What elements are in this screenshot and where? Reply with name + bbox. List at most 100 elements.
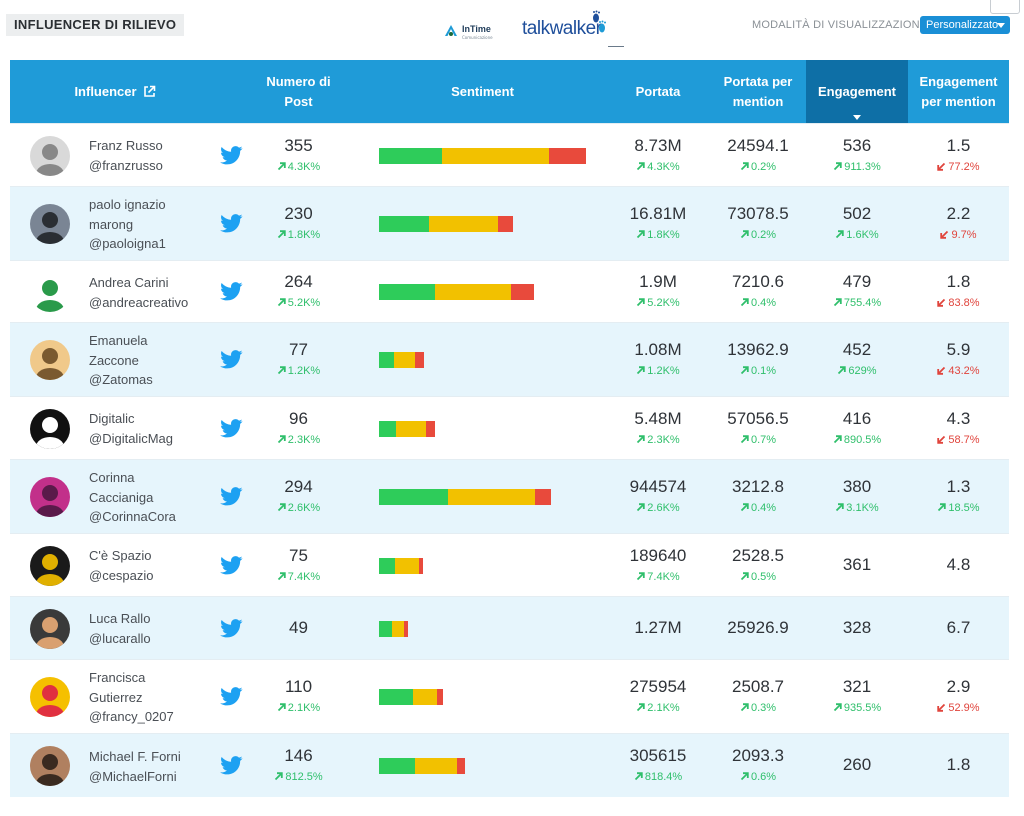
table-row[interactable]: C'è Spazio @cespazio 75 7.4K% 189640 7.4K% 252… [10, 533, 1009, 596]
influencer-name-line: C'è Spazio [89, 548, 152, 563]
influencer-name[interactable]: Andrea Carini @andreacreativo [89, 273, 188, 312]
metric-change: 43.2% [908, 364, 1009, 378]
metric-change-text: 818.4% [644, 771, 683, 783]
avatar[interactable] [30, 477, 70, 517]
avatar[interactable] [30, 609, 70, 649]
avatar[interactable] [30, 272, 70, 312]
column-header-sentiment[interactable]: Sentiment [379, 60, 586, 123]
metric-value: 16.81M [629, 204, 687, 223]
influencer-name[interactable]: C'è Spazio @cespazio [89, 546, 154, 585]
metric-eng: 380 3.1K% [806, 477, 908, 515]
sentiment-neutral-segment [442, 148, 549, 164]
metric-value: 275954 [629, 677, 687, 696]
influencer-name[interactable]: Emanuela Zaccone @Zatomas [89, 331, 153, 390]
column-header-influencer[interactable]: Influencer [10, 60, 220, 123]
avatar[interactable] [30, 340, 70, 380]
twitter-icon[interactable] [220, 487, 243, 506]
view-mode-dropdown[interactable]: Personalizzato [920, 16, 1010, 34]
trend-down-icon [937, 435, 946, 444]
metric-rpm: 2093.3 0.6% [708, 746, 808, 784]
influencer-name[interactable]: Francisca Gutierrez @francy_0207 [89, 668, 174, 727]
metric-change: 3.1K% [806, 501, 908, 515]
metric-value: 536 [842, 136, 872, 155]
metric-value: 2528.5 [732, 546, 784, 565]
column-header-reach[interactable]: Portata [618, 60, 698, 123]
metric-change: 0.2% [708, 228, 808, 242]
twitter-icon[interactable] [220, 687, 243, 706]
metric-value: 328 [842, 618, 872, 637]
metric-epm: 1.8 [908, 755, 1009, 775]
influencer-name[interactable]: Franz Russo @franzrusso [89, 136, 163, 175]
metric-change-text: 9.7% [951, 229, 977, 241]
column-header-posts[interactable]: Numero di Post [256, 60, 341, 123]
twitter-icon[interactable] [220, 146, 243, 165]
influencer-name[interactable]: Luca Rallo @lucarallo [89, 609, 151, 648]
external-link-icon[interactable] [143, 85, 156, 98]
metric-value: 2.9 [946, 677, 971, 696]
sentiment-negative-segment [404, 621, 408, 637]
metric-value: 8.73M [634, 136, 682, 155]
table-row[interactable]: Corinna Caccianiga @CorinnaCora 294 2.6K% 944… [10, 459, 1009, 533]
table-row[interactable]: paolo ignazio marong @paoloigna1 230 1.8K% 16… [10, 186, 1009, 260]
influencer-name[interactable]: Michael F. Forni @MichaelForni [89, 747, 181, 786]
metric-change-text: 1.8K% [287, 229, 321, 241]
view-mode-value: Personalizzato [926, 19, 999, 31]
metric-change-text: 2.6K% [647, 502, 680, 514]
metric-change-text: 1.8K% [647, 229, 680, 241]
table-row[interactable]: Michael F. Forni @MichaelForni 146 812.5% 30… [10, 733, 1009, 797]
twitter-icon[interactable] [220, 556, 243, 575]
twitter-icon[interactable] [220, 282, 243, 301]
avatar[interactable] [30, 677, 70, 717]
table-row[interactable]: Digitalic @DigitalicMag 96 2.3K% 5.48M 2.3K% 5… [10, 396, 1009, 459]
metric-value: 294 [284, 477, 313, 496]
twitter-icon[interactable] [220, 619, 243, 638]
metric-eng: 361 [806, 555, 908, 575]
table-row[interactable]: Andrea Carini @andreacreativo 264 5.2K% 1.9M… [10, 260, 1009, 322]
influencer-name[interactable]: paolo ignazio marong @paoloigna1 [89, 195, 166, 254]
twitter-icon[interactable] [220, 756, 243, 775]
influencer-name[interactable]: Corinna Caccianiga @CorinnaCora [89, 468, 176, 527]
table-row[interactable]: Luca Rallo @lucarallo 49 1.27M 25926.9 328 6.7 [10, 596, 1009, 659]
column-header-reach-per-mention[interactable]: Portata per mention [708, 60, 808, 123]
sentiment-neutral-segment [429, 216, 498, 232]
twitter-icon[interactable] [220, 419, 243, 438]
influencer-name[interactable]: Digitalic @DigitalicMag [89, 409, 173, 448]
sentiment-bar [379, 621, 408, 637]
column-header-engagement-per-mention[interactable]: Engagement per mention [908, 60, 1009, 123]
table-row[interactable]: Francisca Gutierrez @francy_0207 110 2.1K% 27… [10, 659, 1009, 733]
trend-down-icon [937, 162, 946, 171]
metric-value: 77 [289, 340, 308, 359]
table-row[interactable]: Emanuela Zaccone @Zatomas 77 1.2K% 1.08M 1.2K%… [10, 322, 1009, 396]
trend-up-icon [275, 772, 284, 781]
table-row[interactable]: Franz Russo @franzrusso 355 4.3K% 8.73M 4.3K%… [10, 123, 1009, 186]
avatar[interactable] [30, 409, 70, 449]
metric-value: 230 [284, 204, 313, 223]
sentiment-bar [379, 689, 443, 705]
metric-change: 935.5% [806, 701, 908, 715]
metric-change-text: 629% [848, 365, 877, 377]
metric-value: 7210.6 [732, 272, 784, 291]
sentiment-neutral-segment [448, 489, 535, 505]
column-label-posts-line1: Numero di [266, 73, 331, 89]
corner-widget[interactable] [990, 0, 1020, 14]
metric-epm: 6.7 [908, 618, 1009, 638]
metric-change-text: 2.1K% [287, 702, 321, 714]
metric-change: 2.6K% [256, 501, 341, 515]
metric-change: 0.1% [708, 364, 808, 378]
influencer-name-line: Emanuela [89, 333, 148, 348]
twitter-icon[interactable] [220, 350, 243, 369]
intime-logo-text: InTime [462, 24, 491, 34]
chevron-down-icon [997, 23, 1005, 28]
twitter-icon[interactable] [220, 214, 243, 233]
avatar[interactable] [30, 136, 70, 176]
sentiment-neutral-segment [435, 284, 511, 300]
metric-change: 1.8K% [256, 228, 341, 242]
metric-change-text: 2.3K% [647, 434, 680, 446]
avatar[interactable] [30, 746, 70, 786]
metric-eng: 536 911.3% [806, 136, 908, 174]
avatar[interactable] [30, 546, 70, 586]
trend-up-icon [740, 772, 749, 781]
avatar[interactable] [30, 204, 70, 244]
column-header-engagement[interactable]: Engagement [806, 60, 908, 123]
trend-up-icon [740, 230, 749, 239]
